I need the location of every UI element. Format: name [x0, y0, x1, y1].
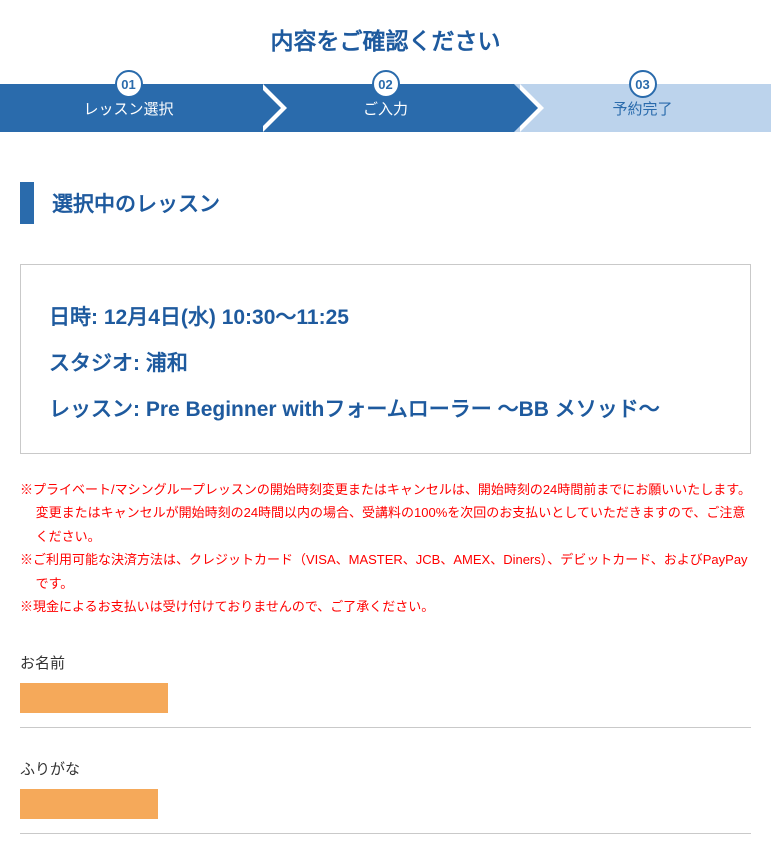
form-group-name: お名前 [20, 652, 751, 728]
step-label: レッスン選択 [83, 98, 173, 119]
step-input: 02 ご入力 [257, 84, 514, 132]
studio-label: スタジオ: [49, 352, 140, 375]
step-number: 02 [372, 70, 400, 98]
name-value-redacted [20, 683, 168, 713]
lesson-value: Pre Beginner withフォームローラー ～BB メソッド～ [146, 398, 660, 421]
step-number: 01 [115, 70, 143, 98]
datetime-label: 日時: [49, 306, 98, 329]
heading-label: 選択中のレッスン [52, 188, 220, 218]
form-section: お名前 ふりがな [20, 652, 751, 834]
step-label: ご入力 [363, 98, 408, 119]
datetime-value: 12月4日(水) 10:30～11:25 [104, 306, 349, 329]
furigana-value-redacted [20, 789, 158, 819]
step-lesson-select: 01 レッスン選択 [0, 84, 257, 132]
section-heading: 選択中のレッスン [20, 182, 751, 224]
lesson-name: レッスン: Pre Beginner withフォームローラー ～BB メソッド… [49, 393, 722, 423]
furigana-label: ふりがな [20, 758, 751, 779]
step-label: 予約完了 [612, 98, 672, 119]
lesson-label: レッスン: [49, 398, 140, 421]
studio-value: 浦和 [146, 352, 188, 375]
step-complete: 03 予約完了 [514, 84, 771, 132]
name-label: お名前 [20, 652, 751, 673]
note-payment-methods: ※ご利用可能な決済方法は、クレジットカード（VISA、MASTER、JCB、AM… [20, 548, 751, 595]
progress-steps: 01 レッスン選択 02 ご入力 03 予約完了 [0, 84, 771, 132]
policy-notes: ※プライベート/マシングループレッスンの開始時刻変更またはキャンセルは、開始時刻… [20, 478, 751, 618]
lesson-studio: スタジオ: 浦和 [49, 347, 722, 377]
form-group-furigana: ふりがな [20, 758, 751, 834]
heading-bar [20, 182, 34, 224]
note-no-cash: ※現金によるお支払いは受け付けておりませんので、ご了承ください。 [20, 595, 751, 618]
lesson-datetime: 日時: 12月4日(水) 10:30～11:25 [49, 301, 722, 331]
note-cancellation: ※プライベート/マシングループレッスンの開始時刻変更またはキャンセルは、開始時刻… [20, 478, 751, 548]
lesson-summary-box: 日時: 12月4日(水) 10:30～11:25 スタジオ: 浦和 レッスン: … [20, 264, 751, 454]
step-number: 03 [629, 70, 657, 98]
